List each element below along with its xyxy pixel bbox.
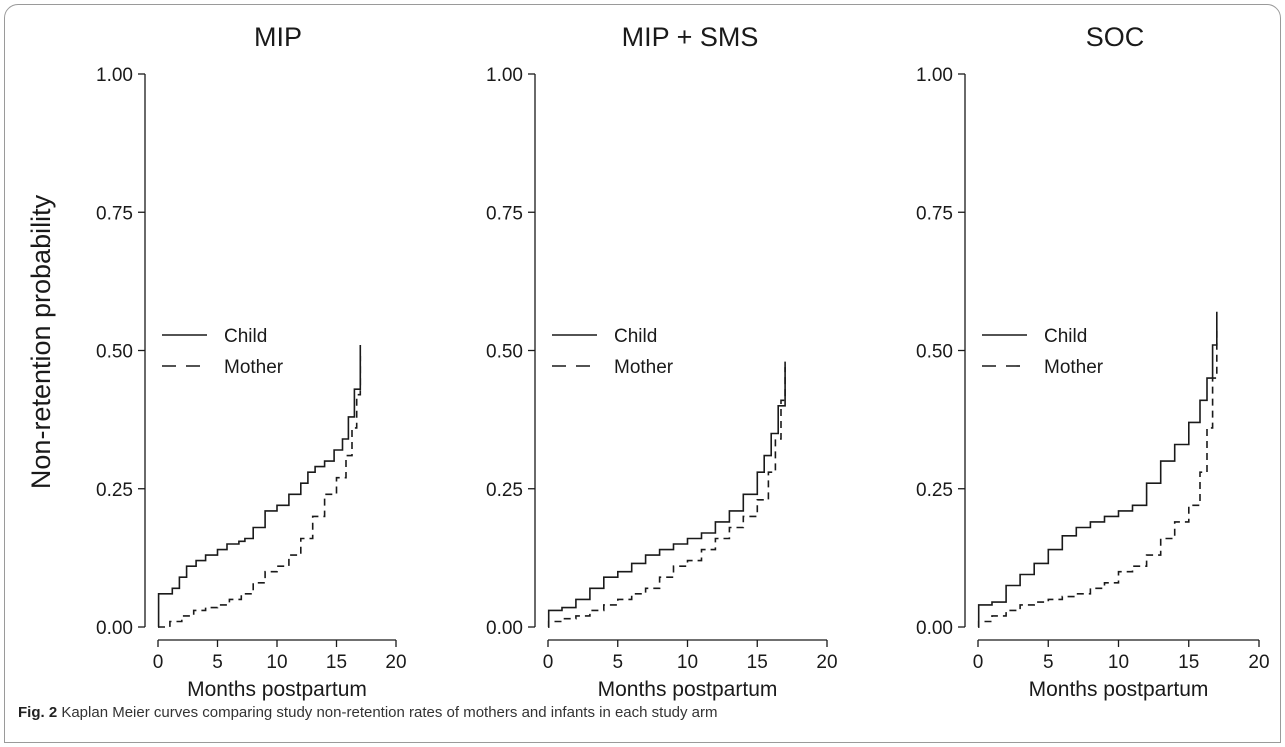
series-line-mother: [977, 328, 1218, 628]
legend-label-mother: Mother: [224, 357, 284, 378]
y-tick-label: 0.00: [96, 618, 133, 639]
x-tick-label: 15: [1178, 652, 1199, 673]
x-tick-label: 5: [612, 652, 623, 673]
x-tick-label: 0: [543, 652, 554, 673]
series-line-mother: [547, 367, 786, 628]
y-tick-label: 0.25: [486, 480, 523, 501]
x-tick-label: 20: [385, 652, 406, 673]
x-axis-label: Months postpartum: [187, 678, 367, 701]
y-tick-label: 0.75: [486, 203, 523, 224]
legend-label-child: Child: [224, 326, 267, 347]
x-tick-label: 20: [1248, 652, 1269, 673]
x-tick-label: 10: [677, 652, 698, 673]
x-tick-label: 5: [1043, 652, 1054, 673]
caption-label: Fig. 2: [18, 704, 58, 721]
y-tick-label: 0.75: [916, 203, 953, 224]
panel-title: MIP + SMS: [622, 22, 759, 52]
x-axis-label: Months postpartum: [1029, 678, 1209, 701]
legend-label-child: Child: [614, 326, 657, 347]
y-tick-label: 0.50: [96, 342, 133, 363]
figure-caption: Fig. 2 Kaplan Meier curves comparing stu…: [18, 704, 1268, 721]
legend-label-mother: Mother: [614, 357, 674, 378]
x-tick-label: 0: [973, 652, 984, 673]
series-line-child: [157, 345, 362, 628]
kaplan-meier-figure: Non-retention probability MIP 0.00 0.25 0.50…: [26, 22, 1270, 701]
figure-frame: [4, 4, 1281, 743]
y-tick-label: 0.25: [96, 480, 133, 501]
series-line-child: [547, 361, 786, 628]
x-axis-label: Months postpartum: [598, 678, 778, 701]
y-tick-label: 0.75: [96, 203, 133, 224]
y-tick-label: 0.00: [916, 618, 953, 639]
y-tick-label: 0.50: [916, 342, 953, 363]
series-line-child: [977, 311, 1218, 628]
y-tick-label: 0.00: [486, 618, 523, 639]
x-tick-label: 0: [153, 652, 164, 673]
chart-panel-3: SOC 0.00 0.25 0.50 0.75 1.00 0 5 10 15 20 Months po…: [916, 22, 1270, 701]
x-tick-label: 15: [747, 652, 768, 673]
legend-label-mother: Mother: [1044, 357, 1104, 378]
panel-title: SOC: [1086, 22, 1145, 52]
panel-title: MIP: [254, 22, 302, 52]
y-tick-label: 0.50: [486, 342, 523, 363]
y-tick-label: 1.00: [486, 65, 523, 86]
x-tick-label: 20: [816, 652, 837, 673]
x-tick-label: 10: [1108, 652, 1129, 673]
y-axis-label: Non-retention probability: [26, 194, 56, 489]
x-tick-label: 10: [266, 652, 287, 673]
caption-text: Kaplan Meier curves comparing study non-…: [57, 704, 718, 721]
legend-label-child: Child: [1044, 326, 1087, 347]
series-line-mother: [158, 356, 362, 628]
x-tick-label: 15: [326, 652, 347, 673]
y-tick-label: 1.00: [916, 65, 953, 86]
y-tick-label: 1.00: [96, 65, 133, 86]
chart-panel-1: MIP 0.00 0.25 0.50 0.75 1.00 0 5 10 15 20 Months po…: [96, 22, 407, 701]
x-tick-label: 5: [212, 652, 223, 673]
chart-panel-2: MIP + SMS 0.00 0.25 0.50 0.75 1.00 0 5 10 15 20 Mon…: [486, 22, 838, 701]
y-tick-label: 0.25: [916, 480, 953, 501]
